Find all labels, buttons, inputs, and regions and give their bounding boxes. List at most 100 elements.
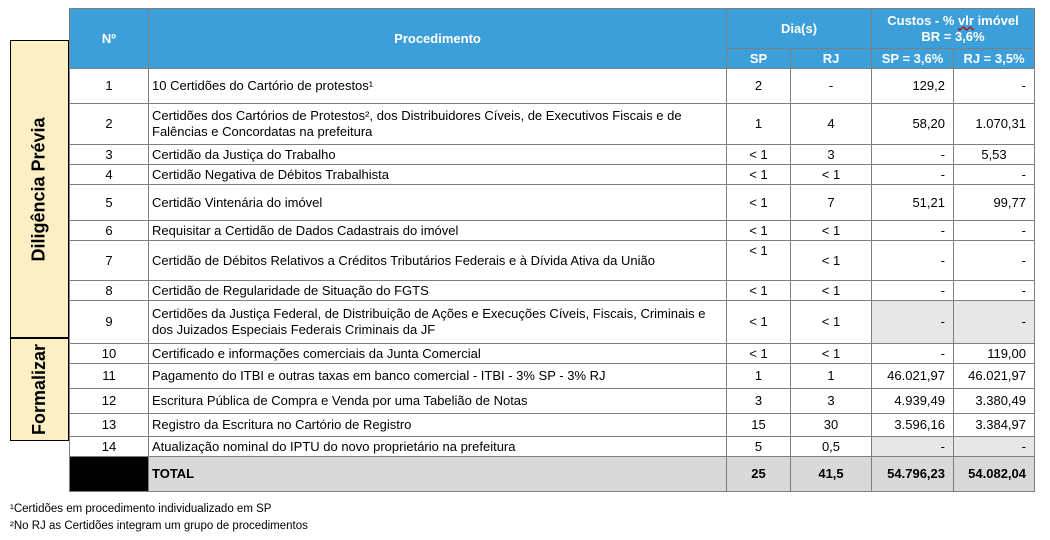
row-sp-days: < 1 (726, 300, 791, 344)
row-procedure: Certidão da Justiça do Trabalho (148, 144, 727, 165)
row-rj-cost: 99,77 (953, 184, 1035, 221)
table-row: 11 Pagamento do ITBI e outras taxas em b… (69, 363, 1035, 389)
row-sp-cost: - (871, 436, 954, 457)
header-custos-part3: imóvel (973, 12, 1019, 28)
row-sp-cost: - (871, 220, 954, 241)
total-label: TOTAL (148, 456, 727, 492)
row-num: 7 (69, 240, 149, 281)
header-rj-days: RJ (790, 48, 872, 69)
row-num: 6 (69, 220, 149, 241)
row-rj-cost: - (953, 436, 1035, 457)
row-rj-days: < 1 (790, 220, 872, 241)
header-procedimento: Procedimento (148, 8, 727, 69)
row-procedure: Pagamento do ITBI e outras taxas em banc… (148, 363, 727, 389)
row-sp-cost: 3.596,16 (871, 413, 954, 437)
table-row: 14 Atualização nominal do IPTU do novo p… (69, 436, 1035, 457)
header-custos: Custos - % vlr imóvel BR = 3,6% (871, 8, 1035, 49)
total-row: TOTAL 25 41,5 54.796,23 54.082,04 (69, 456, 1035, 492)
row-rj-days: 4 (790, 103, 872, 145)
total-rj-cost: 54.082,04 (953, 456, 1035, 492)
row-sp-cost: - (871, 144, 954, 165)
row-rj-days: - (790, 68, 872, 104)
total-sp-days: 25 (726, 456, 791, 492)
header-custos-vlr: vlr (958, 12, 974, 28)
row-rj-cost: - (953, 240, 1035, 281)
row-sp-cost: - (871, 300, 954, 344)
table-row: 6 Requisitar a Certidão de Dados Cadastr… (69, 220, 1035, 241)
row-rj-days: 30 (790, 413, 872, 437)
side-label-diligencia-text: Diligência Prévia (29, 116, 50, 262)
header-custos-part1: Custos - % (887, 12, 959, 28)
row-rj-cost: - (953, 280, 1035, 301)
row-sp-cost: - (871, 280, 954, 301)
side-label-formalizar-text: Formalizar (29, 343, 49, 436)
side-label-diligencia: Diligência Prévia (10, 40, 69, 338)
row-procedure: Certificado e informações comerciais da … (148, 343, 727, 364)
row-rj-cost: 5,53 (953, 144, 1035, 165)
row-rj-cost: 3.380,49 (953, 388, 1035, 414)
row-procedure: Atualização nominal do IPTU do novo prop… (148, 436, 727, 457)
row-rj-days: < 1 (790, 240, 872, 281)
row-num: 11 (69, 363, 149, 389)
row-procedure: Certidões dos Cartórios de Protestos², d… (148, 103, 727, 145)
row-num: 3 (69, 144, 149, 165)
footnote-2: ²No RJ as Certidões integram um grupo de… (10, 520, 308, 532)
table-row: 9 Certidões da Justiça Federal, de Distr… (69, 300, 1035, 344)
table-row: 7 Certidão de Débitos Relativos a Crédit… (69, 240, 1035, 281)
row-sp-cost: 46.021,97 (871, 363, 954, 389)
header-sp-days: SP (726, 48, 791, 69)
row-rj-days: < 1 (790, 280, 872, 301)
header-rj-cost: RJ = 3,5% (953, 48, 1035, 69)
row-sp-days: < 1 (726, 184, 791, 221)
footnote-1: ¹Certidões em procedimento individualiza… (10, 503, 272, 515)
row-rj-days: 0,5 (790, 436, 872, 457)
footnotes: ¹Certidões em procedimento individualiza… (10, 501, 308, 535)
row-sp-days: 3 (726, 388, 791, 414)
row-rj-days: < 1 (790, 164, 872, 185)
header-custos-br: BR = 3,6% (921, 28, 985, 44)
total-marker (69, 456, 149, 492)
row-procedure: Certidão de Débitos Relativos a Créditos… (148, 240, 727, 281)
row-num: 2 (69, 103, 149, 145)
total-sp-cost: 54.796,23 (871, 456, 954, 492)
row-rj-days: < 1 (790, 343, 872, 364)
row-sp-days: < 1 (726, 240, 791, 281)
table-row: 10 Certificado e informações comerciais … (69, 343, 1035, 364)
table-row: 13 Registro da Escritura no Cartório de … (69, 413, 1035, 437)
row-sp-cost: - (871, 343, 954, 364)
row-num: 4 (69, 164, 149, 185)
row-rj-cost: - (953, 300, 1035, 344)
row-sp-days: < 1 (726, 144, 791, 165)
row-procedure: Registro da Escritura no Cartório de Reg… (148, 413, 727, 437)
row-sp-cost: 58,20 (871, 103, 954, 145)
table-row: 12 Escritura Pública de Compra e Venda p… (69, 388, 1035, 414)
row-rj-days: 7 (790, 184, 872, 221)
row-num: 12 (69, 388, 149, 414)
row-sp-days: 2 (726, 68, 791, 104)
row-sp-cost: 129,2 (871, 68, 954, 104)
table-row: 5 Certidão Vintenária do imóvel < 1 7 51… (69, 184, 1035, 221)
row-rj-cost: - (953, 164, 1035, 185)
table-row: 8 Certidão de Regularidade de Situação d… (69, 280, 1035, 301)
row-rj-cost: 46.021,97 (953, 363, 1035, 389)
row-procedure: Requisitar a Certidão de Dados Cadastrai… (148, 220, 727, 241)
row-procedure: Escritura Pública de Compra e Venda por … (148, 388, 727, 414)
row-rj-cost: 1.070,31 (953, 103, 1035, 145)
row-num: 5 (69, 184, 149, 221)
row-sp-cost: 51,21 (871, 184, 954, 221)
total-rj-days: 41,5 (790, 456, 872, 492)
row-rj-days: 1 (790, 363, 872, 389)
row-num: 13 (69, 413, 149, 437)
row-sp-cost: - (871, 240, 954, 281)
row-sp-days: 1 (726, 103, 791, 145)
row-sp-days: 15 (726, 413, 791, 437)
header-num: Nº (69, 8, 149, 69)
row-sp-cost: - (871, 164, 954, 185)
table-row: 3 Certidão da Justiça do Trabalho < 1 3 … (69, 144, 1035, 165)
header-dias: Dia(s) (726, 8, 872, 49)
row-procedure: 10 Certidões do Cartório de protestos¹ (148, 68, 727, 104)
row-rj-cost: 119,00 (953, 343, 1035, 364)
table-row: 4 Certidão Negativa de Débitos Trabalhis… (69, 164, 1035, 185)
row-sp-cost: 4.939,49 (871, 388, 954, 414)
side-label-formalizar: Formalizar (10, 338, 69, 441)
